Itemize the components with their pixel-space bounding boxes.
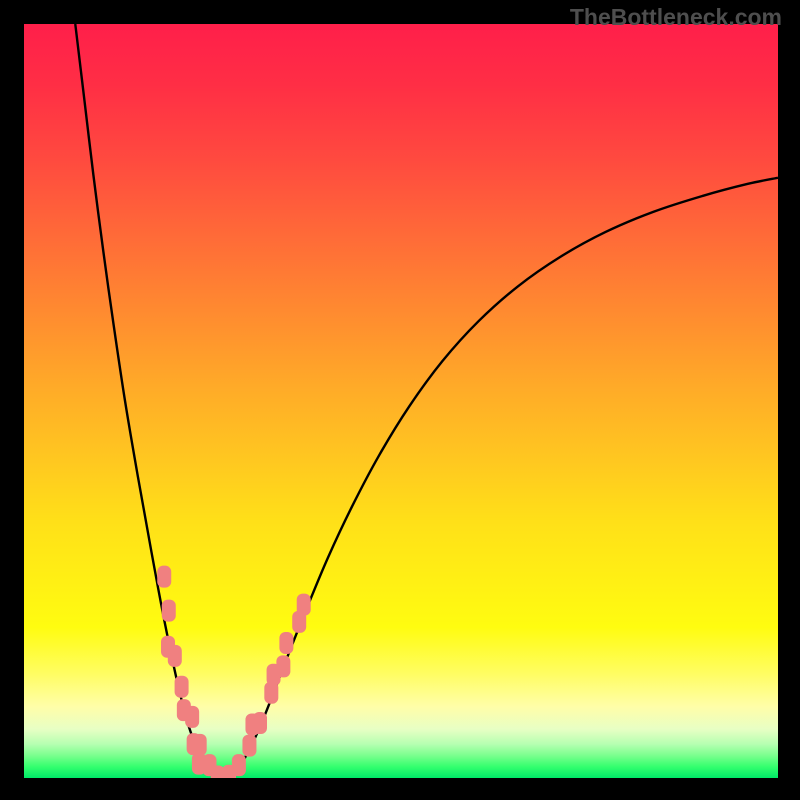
curves-svg (24, 24, 778, 778)
scatter-marker (232, 754, 246, 776)
scatter-marker (185, 706, 199, 728)
scatter-marker (157, 566, 171, 588)
scatter-marker (175, 676, 189, 698)
chart-container: TheBottleneck.com (0, 0, 800, 800)
scatter-marker (297, 594, 311, 616)
scatter-marker (242, 735, 256, 757)
plot-area (24, 24, 778, 778)
curve-right (222, 178, 778, 778)
curve-left (75, 24, 222, 778)
scatter-marker (279, 632, 293, 654)
scatter-marker (253, 712, 267, 734)
watermark-text: TheBottleneck.com (570, 4, 782, 31)
scatter-marker (193, 734, 207, 756)
scatter-marker (276, 655, 290, 677)
scatter-marker (168, 645, 182, 667)
scatter-marker (162, 600, 176, 622)
